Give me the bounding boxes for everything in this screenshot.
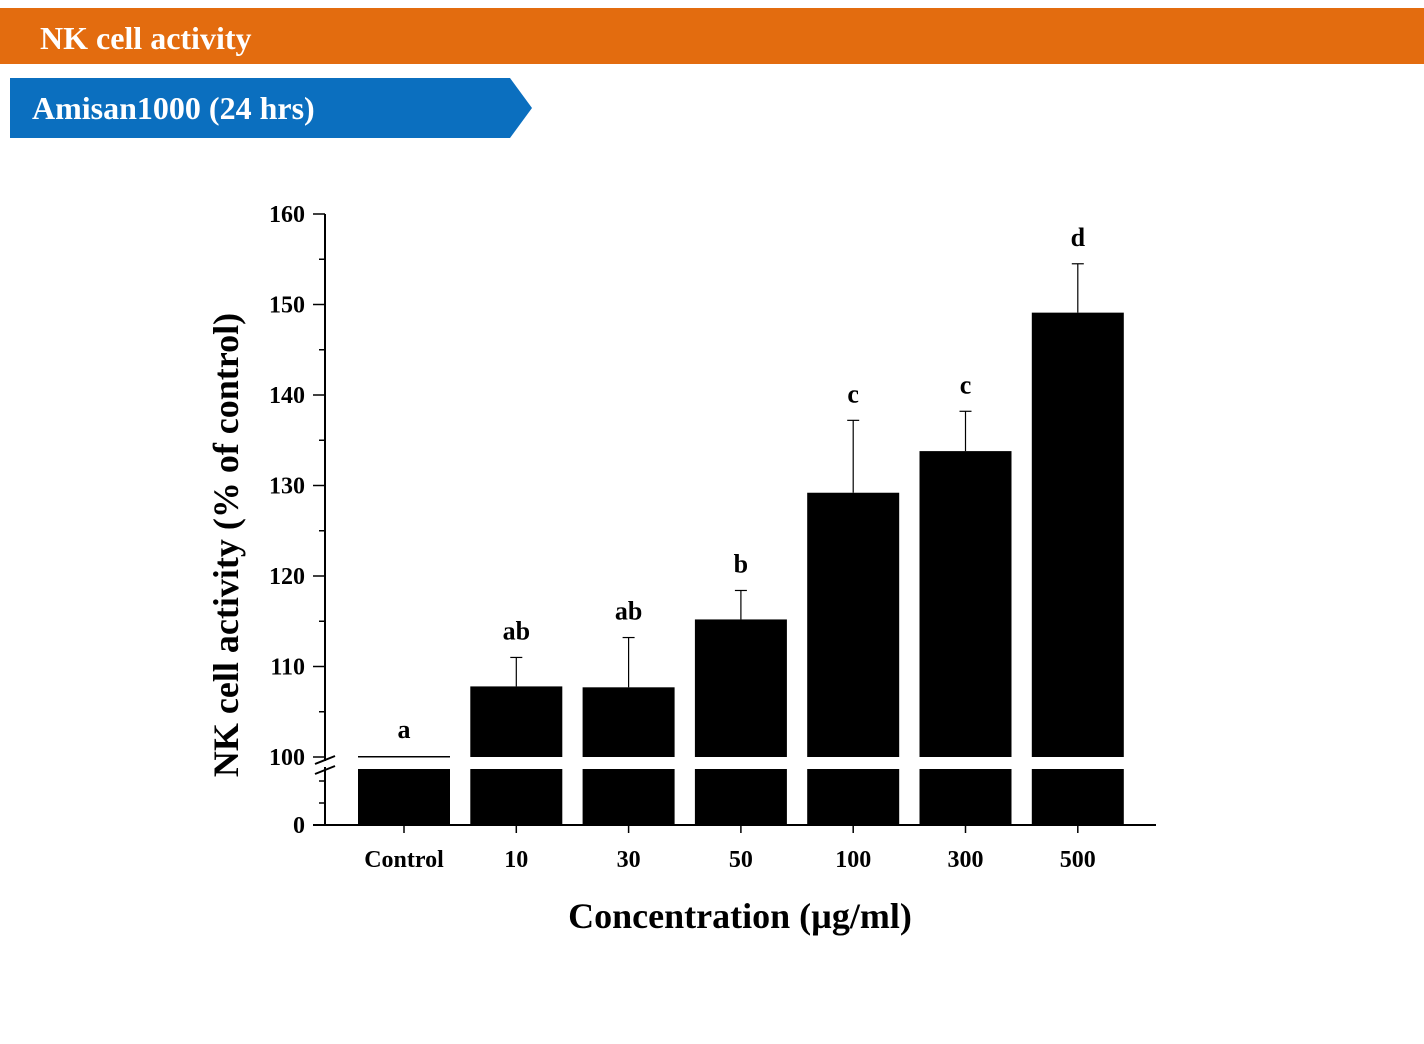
significance-label-5: c <box>960 370 972 399</box>
bar-lower-6 <box>1031 769 1124 825</box>
bar-lower-2 <box>582 769 675 825</box>
y-tick-label-120: 120 <box>269 564 305 590</box>
y-axis-title: NK cell activity (% of control) <box>206 313 246 777</box>
significance-label-0: a <box>398 715 411 744</box>
bar-lower-4 <box>807 769 900 825</box>
bar-lower-0 <box>358 769 450 825</box>
x-tick-label-2: 30 <box>617 847 641 873</box>
bar-upper-2 <box>582 687 675 757</box>
x-axis-title: Concentration (µg/ml) <box>568 896 912 936</box>
x-tick-label-6: 500 <box>1060 847 1096 873</box>
banner-arrow-shape <box>10 78 532 138</box>
x-tick-label-5: 300 <box>948 847 984 873</box>
header-bar: NK cell activity <box>0 8 1424 64</box>
bar-lower-3 <box>694 769 787 825</box>
y-tick-label-0: 0 <box>293 813 305 839</box>
bar-upper-6 <box>1031 312 1124 757</box>
x-tick-label-3: 50 <box>729 847 753 873</box>
axis-break-mark-top <box>314 755 336 765</box>
bar-upper-4 <box>807 492 900 757</box>
bar-upper-3 <box>694 619 787 757</box>
y-tick-label-150: 150 <box>269 293 305 319</box>
y-tick-label-110: 110 <box>270 655 305 681</box>
bar-upper-1 <box>470 686 563 757</box>
bar-lower-1 <box>470 769 563 825</box>
y-tick-label-100: 100 <box>269 745 305 771</box>
axis-break-mark-bottom <box>314 765 336 775</box>
bar-upper-0 <box>358 756 450 758</box>
significance-label-4: c <box>847 379 859 408</box>
x-tick-label-4: 100 <box>835 847 871 873</box>
y-tick-label-130: 130 <box>269 474 305 500</box>
y-tick-label-140: 140 <box>269 383 305 409</box>
bar-upper-5 <box>919 451 1012 757</box>
x-tick-label-0: Control <box>364 847 444 873</box>
y-tick-label-160: 160 <box>269 202 305 228</box>
subtitle-banner: Amisan1000 (24 hrs) <box>10 78 532 138</box>
significance-label-3: b <box>734 549 748 578</box>
bar-lower-5 <box>919 769 1012 825</box>
significance-label-2: ab <box>615 597 642 626</box>
banner-label: Amisan1000 (24 hrs) <box>32 90 315 126</box>
significance-label-6: d <box>1071 223 1086 252</box>
x-tick-label-1: 10 <box>504 847 528 873</box>
significance-label-1: ab <box>503 616 530 645</box>
page-title: NK cell activity <box>40 20 252 56</box>
